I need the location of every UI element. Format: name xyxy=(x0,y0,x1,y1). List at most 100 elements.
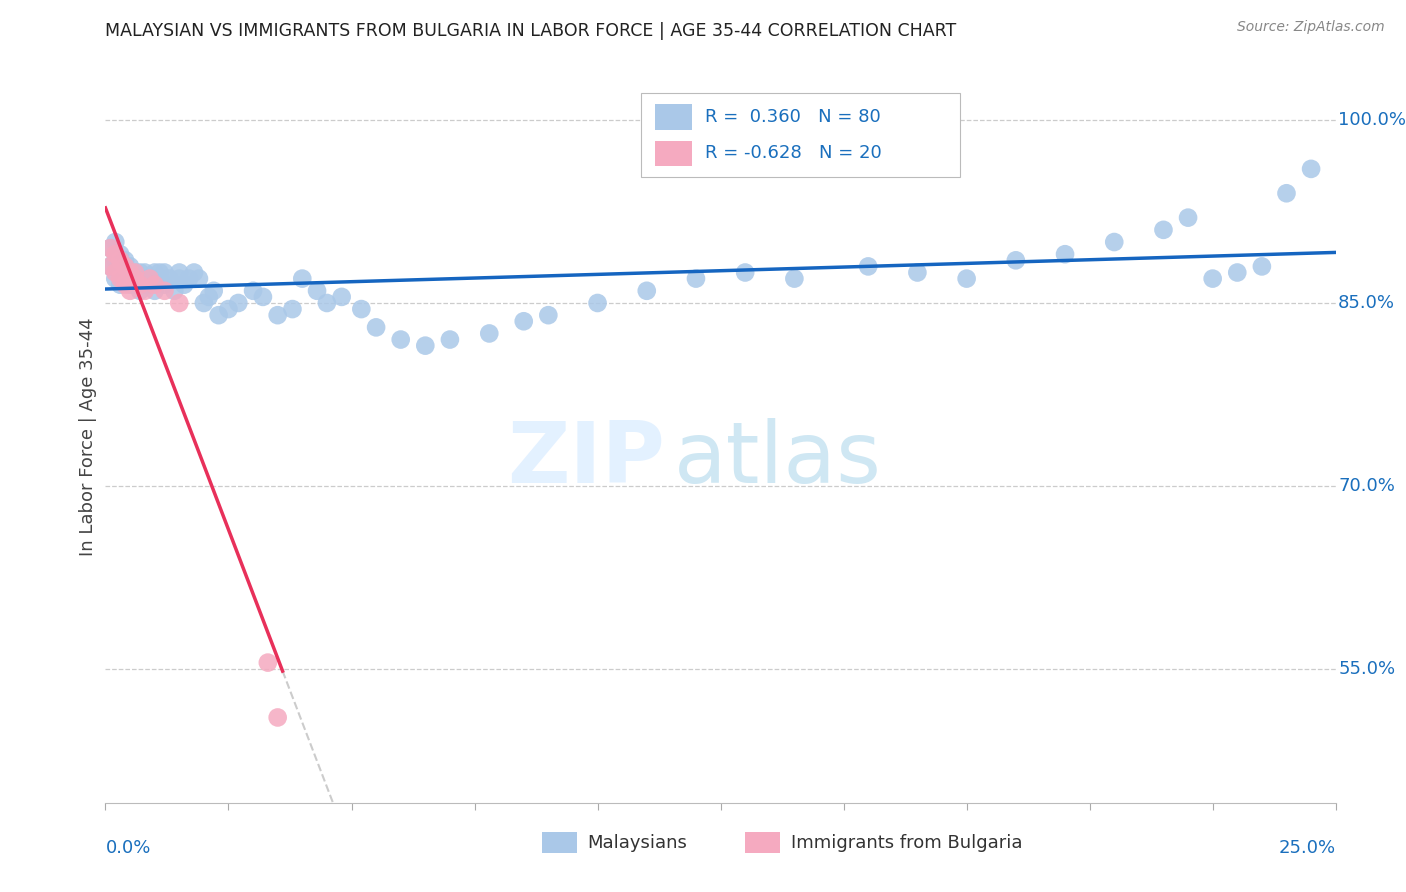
Point xyxy=(153,277,176,292)
Point xyxy=(858,260,880,274)
Point xyxy=(169,271,191,285)
Point xyxy=(1226,266,1249,280)
Point xyxy=(110,253,132,268)
Point xyxy=(110,277,132,292)
Text: ZIP: ZIP xyxy=(508,417,665,500)
Point xyxy=(129,284,152,298)
Point xyxy=(120,266,141,280)
Text: 0.0%: 0.0% xyxy=(105,839,150,857)
Text: 70.0%: 70.0% xyxy=(1339,477,1395,495)
Point xyxy=(366,320,388,334)
Point xyxy=(1177,211,1199,225)
FancyBboxPatch shape xyxy=(641,94,960,178)
Point xyxy=(179,271,201,285)
Y-axis label: In Labor Force | Age 35-44: In Labor Force | Age 35-44 xyxy=(79,318,97,557)
Text: 55.0%: 55.0% xyxy=(1339,660,1395,678)
Text: Malaysians: Malaysians xyxy=(588,834,688,852)
Point xyxy=(907,266,929,280)
Point xyxy=(228,296,250,310)
Point xyxy=(114,260,136,274)
Point xyxy=(129,277,152,292)
Point xyxy=(1275,186,1298,201)
Text: atlas: atlas xyxy=(673,417,882,500)
Point xyxy=(734,266,756,280)
Point xyxy=(330,290,353,304)
Point xyxy=(439,333,461,347)
Point xyxy=(389,333,412,347)
Point xyxy=(129,266,152,280)
Point xyxy=(267,710,290,724)
Point xyxy=(267,308,290,322)
Point xyxy=(110,271,132,285)
Point xyxy=(114,277,136,292)
Point xyxy=(257,656,280,670)
Point xyxy=(120,266,141,280)
Point xyxy=(104,253,127,268)
Point xyxy=(1153,223,1175,237)
Point xyxy=(169,266,191,280)
Point xyxy=(120,260,141,274)
Point xyxy=(120,284,141,298)
Point xyxy=(114,266,136,280)
Text: R =  0.360   N = 80: R = 0.360 N = 80 xyxy=(704,108,880,126)
Point xyxy=(134,277,156,292)
Point xyxy=(149,266,172,280)
Point xyxy=(138,277,162,292)
Bar xyxy=(655,141,692,167)
Point xyxy=(114,253,136,268)
Text: MALAYSIAN VS IMMIGRANTS FROM BULGARIA IN LABOR FORCE | AGE 35-44 CORRELATION CHA: MALAYSIAN VS IMMIGRANTS FROM BULGARIA IN… xyxy=(105,22,956,40)
Point xyxy=(685,271,707,285)
Text: R = -0.628   N = 20: R = -0.628 N = 20 xyxy=(704,145,882,162)
Text: 25.0%: 25.0% xyxy=(1278,839,1336,857)
Point xyxy=(1054,247,1077,261)
Text: 100.0%: 100.0% xyxy=(1339,112,1406,129)
Point xyxy=(281,302,304,317)
Point xyxy=(291,271,314,285)
Point xyxy=(193,296,215,310)
Point xyxy=(1004,253,1026,268)
Point xyxy=(124,271,146,285)
Point xyxy=(98,260,122,274)
Point xyxy=(537,308,560,322)
Point xyxy=(153,284,176,298)
Point xyxy=(1301,161,1323,176)
Point xyxy=(252,290,274,304)
Text: Immigrants from Bulgaria: Immigrants from Bulgaria xyxy=(790,834,1022,852)
Point xyxy=(110,247,132,261)
Point xyxy=(120,277,141,292)
Point xyxy=(149,271,172,285)
Point xyxy=(98,241,122,255)
Point xyxy=(134,266,156,280)
Point xyxy=(173,277,195,292)
Point xyxy=(1251,260,1274,274)
Text: 85.0%: 85.0% xyxy=(1339,294,1395,312)
Point xyxy=(783,271,806,285)
Point xyxy=(138,271,162,285)
Text: Source: ZipAtlas.com: Source: ZipAtlas.com xyxy=(1237,20,1385,34)
Point xyxy=(315,296,337,310)
Point xyxy=(242,284,264,298)
Point xyxy=(104,235,127,249)
Point xyxy=(169,296,191,310)
Point xyxy=(956,271,979,285)
Point xyxy=(110,266,132,280)
Point xyxy=(478,326,501,341)
Point xyxy=(98,260,122,274)
Point xyxy=(124,266,146,280)
Point xyxy=(1202,271,1225,285)
Point xyxy=(143,284,166,298)
Point xyxy=(153,266,176,280)
Point xyxy=(183,266,205,280)
Point xyxy=(134,284,156,298)
Point xyxy=(138,271,162,285)
Point xyxy=(110,260,132,274)
Point xyxy=(197,290,219,304)
Point xyxy=(202,284,225,298)
Point xyxy=(218,302,240,317)
Point xyxy=(636,284,658,298)
Point xyxy=(120,271,141,285)
Point xyxy=(124,271,146,285)
Point xyxy=(129,271,152,285)
Point xyxy=(208,308,231,322)
Point xyxy=(163,284,186,298)
